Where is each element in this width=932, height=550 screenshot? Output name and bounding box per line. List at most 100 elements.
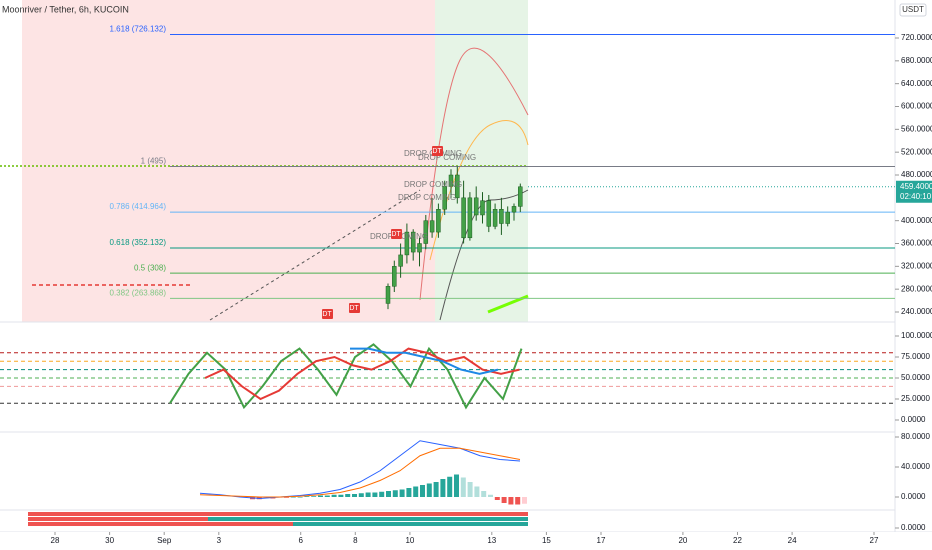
histogram-bar (488, 494, 493, 497)
annotation: DROP COMING (418, 153, 476, 162)
candle-body (461, 197, 466, 239)
band (419, 47, 529, 301)
candle-body (473, 197, 479, 216)
price-tag (896, 180, 932, 203)
signal-row (28, 522, 293, 526)
candle-body (511, 206, 517, 213)
histogram-bar (331, 494, 337, 497)
currency-box (899, 3, 927, 17)
candle-body (429, 220, 435, 233)
candle-body (492, 209, 498, 227)
annotation: DROP COMING (404, 180, 462, 189)
annotation: DROP COMING (398, 193, 456, 202)
histogram-bar (426, 483, 432, 497)
y-tick-label: 280.0000 (901, 284, 932, 293)
histogram-bar (324, 495, 330, 497)
dt-label: DT (391, 231, 401, 238)
histogram-bar (522, 497, 527, 504)
candle-body (436, 209, 441, 233)
fib-label: 0.382 (263.868) (110, 288, 167, 297)
price-tag-label: 459.4000 (900, 182, 932, 191)
histogram-bar (501, 497, 507, 503)
signal-row (28, 512, 528, 516)
histogram-bar (481, 491, 487, 497)
histogram-bar (345, 494, 351, 497)
x-tick-label: 27 (870, 536, 879, 545)
histogram-bar (467, 482, 473, 497)
y-tick-label: 50.0000 (901, 373, 930, 382)
histogram-bar (494, 497, 500, 500)
histogram-bar (290, 497, 296, 498)
x-tick-label: Sep (157, 536, 172, 545)
histogram-bar (379, 491, 385, 497)
y-tick-label: 560.0000 (901, 124, 932, 133)
candle-body (480, 200, 485, 216)
fib-label: 0.618 (352.132) (110, 238, 167, 247)
histogram-bar (304, 496, 310, 497)
histogram-bar (420, 485, 425, 497)
histogram-bar (318, 495, 323, 497)
x-tick-label: 17 (597, 536, 606, 545)
histogram-bar (352, 494, 357, 497)
candle-body (467, 197, 473, 239)
x-tick-label: 8 (353, 536, 358, 545)
dt-badge (349, 303, 360, 313)
x-tick-label: 15 (542, 536, 551, 545)
fib-label: 1.618 (726.132) (110, 25, 167, 34)
osc-line (350, 347, 499, 375)
y-tick-label: 25.0000 (901, 394, 930, 403)
x-tick-label: 22 (733, 536, 742, 545)
dt-label: DT (432, 148, 442, 155)
signal-line (199, 447, 521, 498)
candle-body (448, 174, 454, 187)
histogram-bar (454, 474, 459, 497)
currency: USDT (902, 5, 924, 14)
candle-body (392, 266, 397, 287)
candle-body (410, 231, 416, 253)
candle-body (398, 254, 403, 267)
candle-body (423, 220, 429, 244)
histogram-bar (406, 488, 412, 497)
histogram-bar (515, 497, 521, 505)
y-tick-label: 80.0000 (901, 432, 930, 441)
dt-badge (391, 229, 402, 239)
candle-body (499, 209, 504, 224)
y-tick-label: 0.0000 (901, 523, 926, 532)
histogram-bar (338, 494, 344, 497)
y-tick-label: 40.0000 (901, 462, 930, 471)
signal-row (28, 517, 528, 521)
y-tick-label: 0.0000 (901, 415, 926, 424)
countdown: 02:40:10 (900, 192, 932, 201)
histogram-bar (365, 492, 371, 497)
dt-badge (432, 146, 443, 156)
x-axis (0, 532, 932, 550)
fib-label: 1 (495) (141, 157, 167, 166)
histogram-bar (372, 492, 378, 497)
osc-line (204, 347, 520, 401)
candle-body (417, 243, 422, 253)
histogram-bar (447, 476, 453, 497)
y-tick-label: 320.0000 (901, 261, 932, 270)
osc-line (169, 343, 523, 410)
histogram-bar (386, 491, 391, 497)
histogram-bar (297, 497, 303, 498)
y-tick-label: 400.0000 (901, 216, 932, 225)
dt-badge (322, 309, 333, 319)
candle-body (385, 286, 391, 304)
dt-label: DT (349, 305, 359, 312)
bear-zone (22, 0, 435, 322)
histogram-bar (474, 486, 480, 497)
fib-label: 0.5 (308) (134, 263, 166, 272)
y-tick-label: 0.0000 (901, 492, 926, 501)
fib-label: 0.786 (414.964) (110, 202, 167, 211)
histogram-bar (284, 497, 289, 498)
x-tick-label: 24 (788, 536, 797, 545)
x-tick-label: 30 (105, 536, 114, 545)
histogram-bar (358, 493, 364, 497)
chart-title: Moonriver / Tether, 6h, KUCOIN (2, 4, 129, 14)
candle-body (518, 186, 523, 207)
y-tick-label: 480.0000 (901, 170, 932, 179)
candle-body (404, 231, 410, 256)
bull-zone (435, 0, 528, 322)
y-tick-label: 520.0000 (901, 147, 932, 156)
